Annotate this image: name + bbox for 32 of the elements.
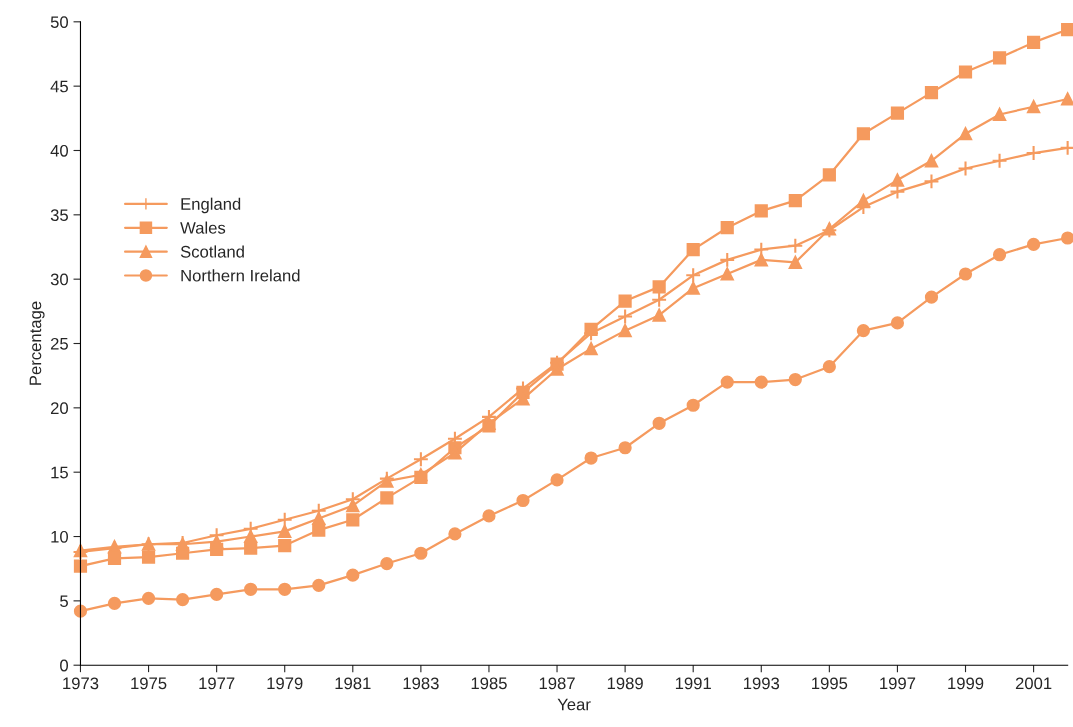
y-tick-label: 45 xyxy=(50,80,68,93)
x-tick-label: 1985 xyxy=(471,677,507,690)
legend-label: Northern Ireland xyxy=(181,269,300,282)
y-tick-label: 10 xyxy=(51,530,69,543)
x-tick-label: 1999 xyxy=(948,677,984,690)
x-tick-label: 2001 xyxy=(1015,677,1052,690)
y-tick-label: 20 xyxy=(50,402,69,415)
legend-label: Wales xyxy=(180,221,226,234)
x-axis-title: Year xyxy=(557,698,591,711)
y-tick-label: 25 xyxy=(50,337,68,350)
x-tick-label: 1987 xyxy=(539,677,575,690)
x-tick-label: 1973 xyxy=(63,677,99,690)
legend-label: Scotland xyxy=(180,245,244,258)
y-tick-label: 0 xyxy=(60,659,69,672)
y-tick-label: 30 xyxy=(50,273,69,286)
x-tick-label: 1981 xyxy=(335,677,371,690)
x-tick-label: 1997 xyxy=(880,677,916,690)
x-tick-label: 1993 xyxy=(744,677,780,690)
y-tick-label: 35 xyxy=(50,209,68,222)
x-tick-label: 1975 xyxy=(131,677,167,690)
y-tick-label: 50 xyxy=(50,16,69,29)
x-tick-label: 1995 xyxy=(812,677,848,690)
x-tick-label: 1989 xyxy=(607,677,643,690)
legend-label: England xyxy=(181,197,241,214)
x-tick-label: 1983 xyxy=(403,677,439,690)
y-axis-title: Percentage xyxy=(29,301,45,385)
x-tick-label: 1979 xyxy=(267,677,303,690)
x-tick-label: 1991 xyxy=(675,677,711,690)
y-tick-label: 5 xyxy=(60,595,68,608)
y-tick-label: 15 xyxy=(51,466,68,479)
x-tick-label: 1977 xyxy=(199,677,235,690)
y-tick-label: 40 xyxy=(50,144,69,157)
